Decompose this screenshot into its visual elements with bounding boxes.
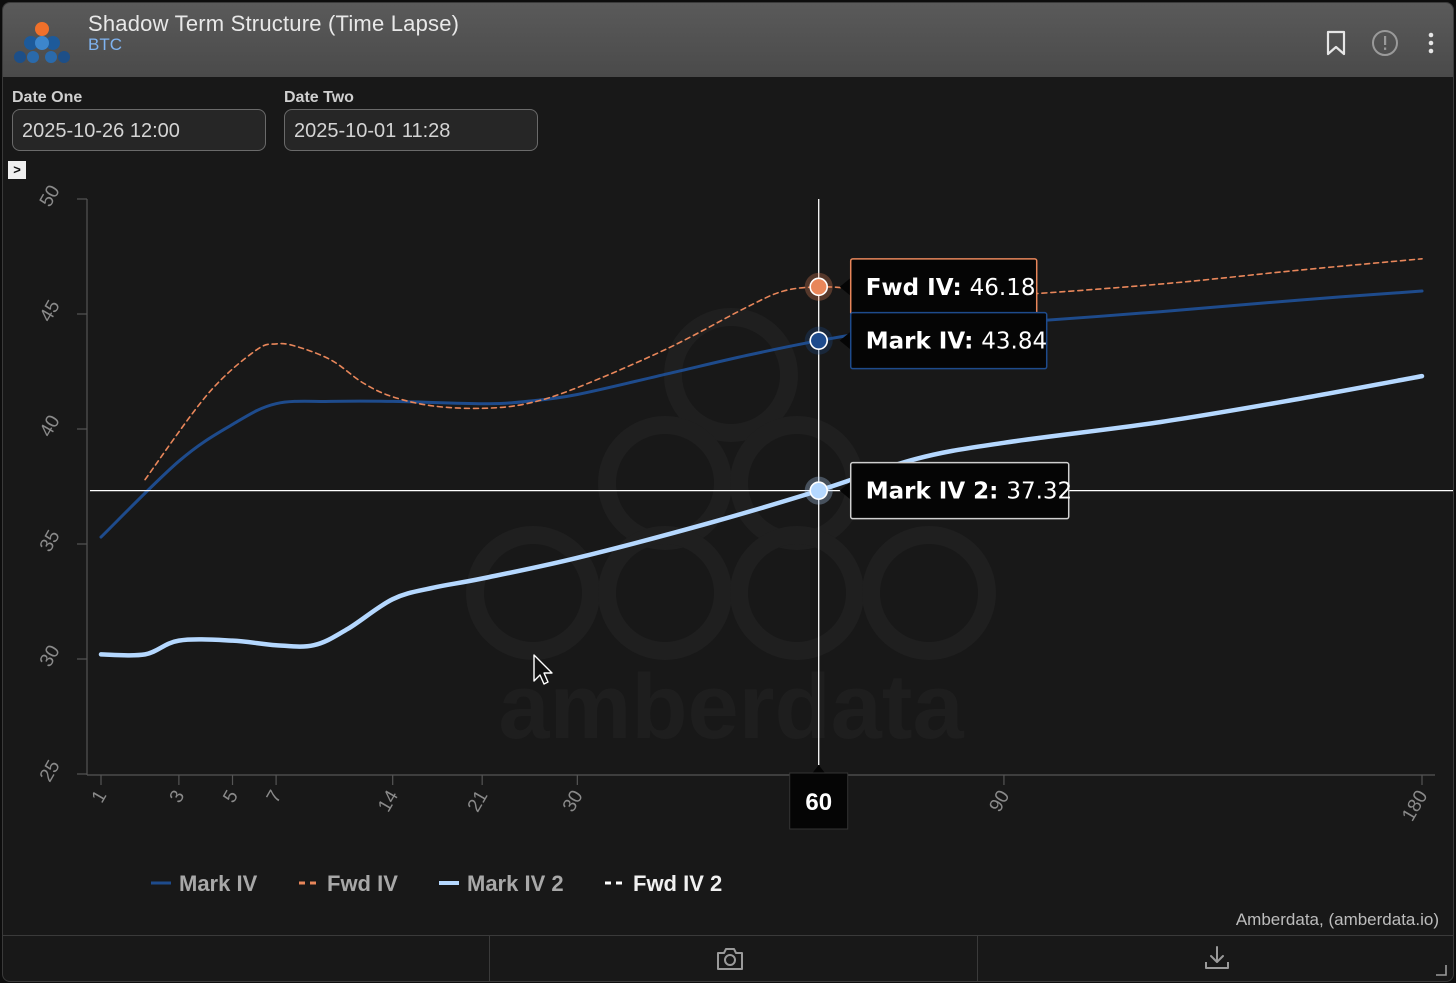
crosshair-x-label-box <box>789 772 849 830</box>
resize-handle-icon[interactable] <box>1435 964 1447 976</box>
tooltip-pointer <box>839 481 851 500</box>
x-tick-label: 90 <box>986 787 1015 816</box>
tooltip-label: Mark IV 2: <box>866 479 999 505</box>
tooltip-text: Fwd IV: 46.18 <box>866 275 1036 301</box>
x-tick-label: 21 <box>464 787 493 816</box>
tooltip-text: Mark IV: 43.84 <box>866 329 1047 355</box>
tooltip-pointer <box>839 331 851 350</box>
legend-item-mark-iv[interactable]: Mark IV <box>151 871 258 896</box>
y-tick-label: 45 <box>36 297 65 326</box>
y-tick-label: 40 <box>36 412 65 441</box>
mouse-cursor-icon <box>533 654 553 685</box>
footer-toolbar <box>3 935 1453 981</box>
x-tick-label: 5 <box>219 787 242 807</box>
x-tick-label: 7 <box>263 787 286 807</box>
tooltip-value: 46.18 <box>970 275 1036 301</box>
tooltip-box <box>849 311 1048 370</box>
tooltip-text: Mark IV 2: 37.32 <box>866 479 1072 505</box>
legend-label: Mark IV <box>179 871 258 896</box>
tooltip-label: Fwd IV: <box>866 275 962 301</box>
window-title: Shadow Term Structure (Time Lapse) <box>88 11 460 36</box>
screenshot-button[interactable] <box>489 936 978 981</box>
y-tick-label: 35 <box>36 527 65 556</box>
legend-item-fwd-iv[interactable]: Fwd IV <box>299 871 398 896</box>
date-two-field[interactable]: 2025-10-01 11:28 <box>284 109 538 151</box>
legend-item-fwd-iv-2[interactable]: Fwd IV 2 <box>605 871 722 896</box>
tooltip-mark-iv-2: Mark IV 2: 37.32 <box>804 461 1072 520</box>
crosshair-x-label: 60 <box>805 789 832 816</box>
title-bar: Shadow Term Structure (Time Lapse) BTC <box>3 3 1453 77</box>
download-icon <box>1205 946 1229 969</box>
amberdata-logo <box>14 22 70 63</box>
chart-credit: Amberdata, (amberdata.io) <box>1235 910 1439 929</box>
tooltip-pointer <box>839 277 851 296</box>
expand-toggle-button[interactable]: > <box>8 161 26 179</box>
download-button[interactable] <box>977 936 1453 981</box>
y-tick-label: 30 <box>36 642 65 671</box>
info-icon[interactable] <box>1370 29 1400 57</box>
x-tick-label: 14 <box>374 787 403 816</box>
x-tick-label: 30 <box>559 787 588 816</box>
tooltip-value: 37.32 <box>1006 479 1072 505</box>
tooltip-point <box>809 277 829 297</box>
watermark-text: amberdata <box>498 656 964 758</box>
tooltip-value: 43.84 <box>981 329 1047 355</box>
y-tick-label: 50 <box>36 182 65 211</box>
x-tick-label: 180 <box>1398 787 1432 825</box>
date-two-label: Date Two <box>284 89 354 106</box>
bookmark-icon[interactable] <box>1323 29 1349 57</box>
legend-label: Fwd IV 2 <box>633 871 722 896</box>
legend-label: Mark IV 2 <box>467 871 564 896</box>
y-tick-label: 25 <box>36 757 65 786</box>
tooltips: Fwd IV: 46.18 Mark IV: 43.84 Mark IV 2: 37.32 <box>804 258 1072 520</box>
watermark: amberdata <box>466 308 996 758</box>
footer-cell-left <box>3 936 490 981</box>
x-tick-label: 1 <box>88 787 111 807</box>
tooltip-box <box>849 461 1070 520</box>
more-vertical-icon[interactable] <box>1421 29 1441 57</box>
series-layer <box>98 258 1425 658</box>
legend-item-mark-iv-2[interactable]: Mark IV 2 <box>439 871 564 896</box>
tooltip-mark-iv: Mark IV: 43.84 <box>804 311 1048 370</box>
tooltip-fwd-iv: Fwd IV: 46.18 <box>804 258 1038 316</box>
tooltip-point <box>809 481 829 500</box>
crosshair-x-pointer <box>811 765 826 774</box>
date-one-field[interactable]: 2025-10-26 12:00 <box>12 109 266 151</box>
legend[interactable]: Mark IV Fwd IV Mark IV 2 Fwd IV 2 <box>151 871 722 896</box>
camera-icon <box>717 948 743 970</box>
series-line-mark-iv-2[interactable] <box>98 373 1425 658</box>
crosshair: 60 <box>90 199 1453 830</box>
legend-label: Fwd IV <box>327 871 398 896</box>
window-subtitle: BTC <box>88 35 122 54</box>
date-one-label: Date One <box>12 89 83 106</box>
series-line-mark-iv[interactable] <box>99 289 1424 539</box>
tooltip-label: Mark IV: <box>866 329 974 355</box>
tooltip-point <box>809 331 829 350</box>
x-tick-label: 3 <box>166 787 189 807</box>
